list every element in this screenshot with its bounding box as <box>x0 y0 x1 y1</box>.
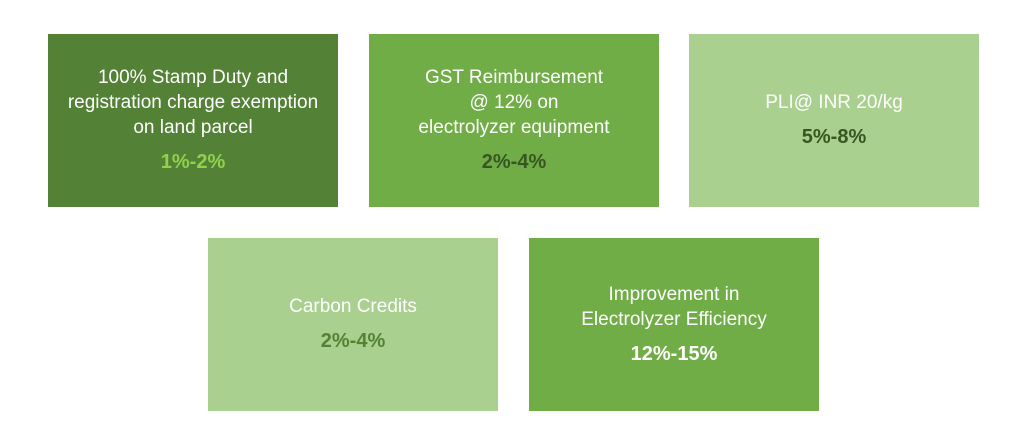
incentive-value: 2%-4% <box>481 151 547 173</box>
incentive-value: 2%-4% <box>320 330 386 352</box>
incentive-box-stamp-duty: 100% Stamp Duty and registration charge … <box>48 34 338 207</box>
incentive-box-gst-reimbursement: GST Reimbursement @ 12% on electrolyzer … <box>369 34 659 207</box>
incentive-title: 100% Stamp Duty and registration charge … <box>67 67 319 138</box>
incentive-value: 1%-2% <box>160 151 226 173</box>
incentive-box-carbon-credits: Carbon Credits 2%-4% <box>208 238 498 411</box>
incentive-title: Improvement in Electrolyzer Efficiency <box>581 283 767 330</box>
incentive-title: Carbon Credits <box>289 296 417 317</box>
incentive-box-pli: PLI@ INR 20/kg 5%-8% <box>689 34 979 207</box>
incentive-title: PLI@ INR 20/kg <box>765 92 903 113</box>
incentive-title: GST Reimbursement @ 12% on electrolyzer … <box>418 67 610 138</box>
incentive-value: 12%-15% <box>630 342 718 365</box>
incentive-box-electrolyzer-efficiency: Improvement in Electrolyzer Efficiency 1… <box>529 238 819 411</box>
incentive-value: 5%-8% <box>801 126 867 148</box>
